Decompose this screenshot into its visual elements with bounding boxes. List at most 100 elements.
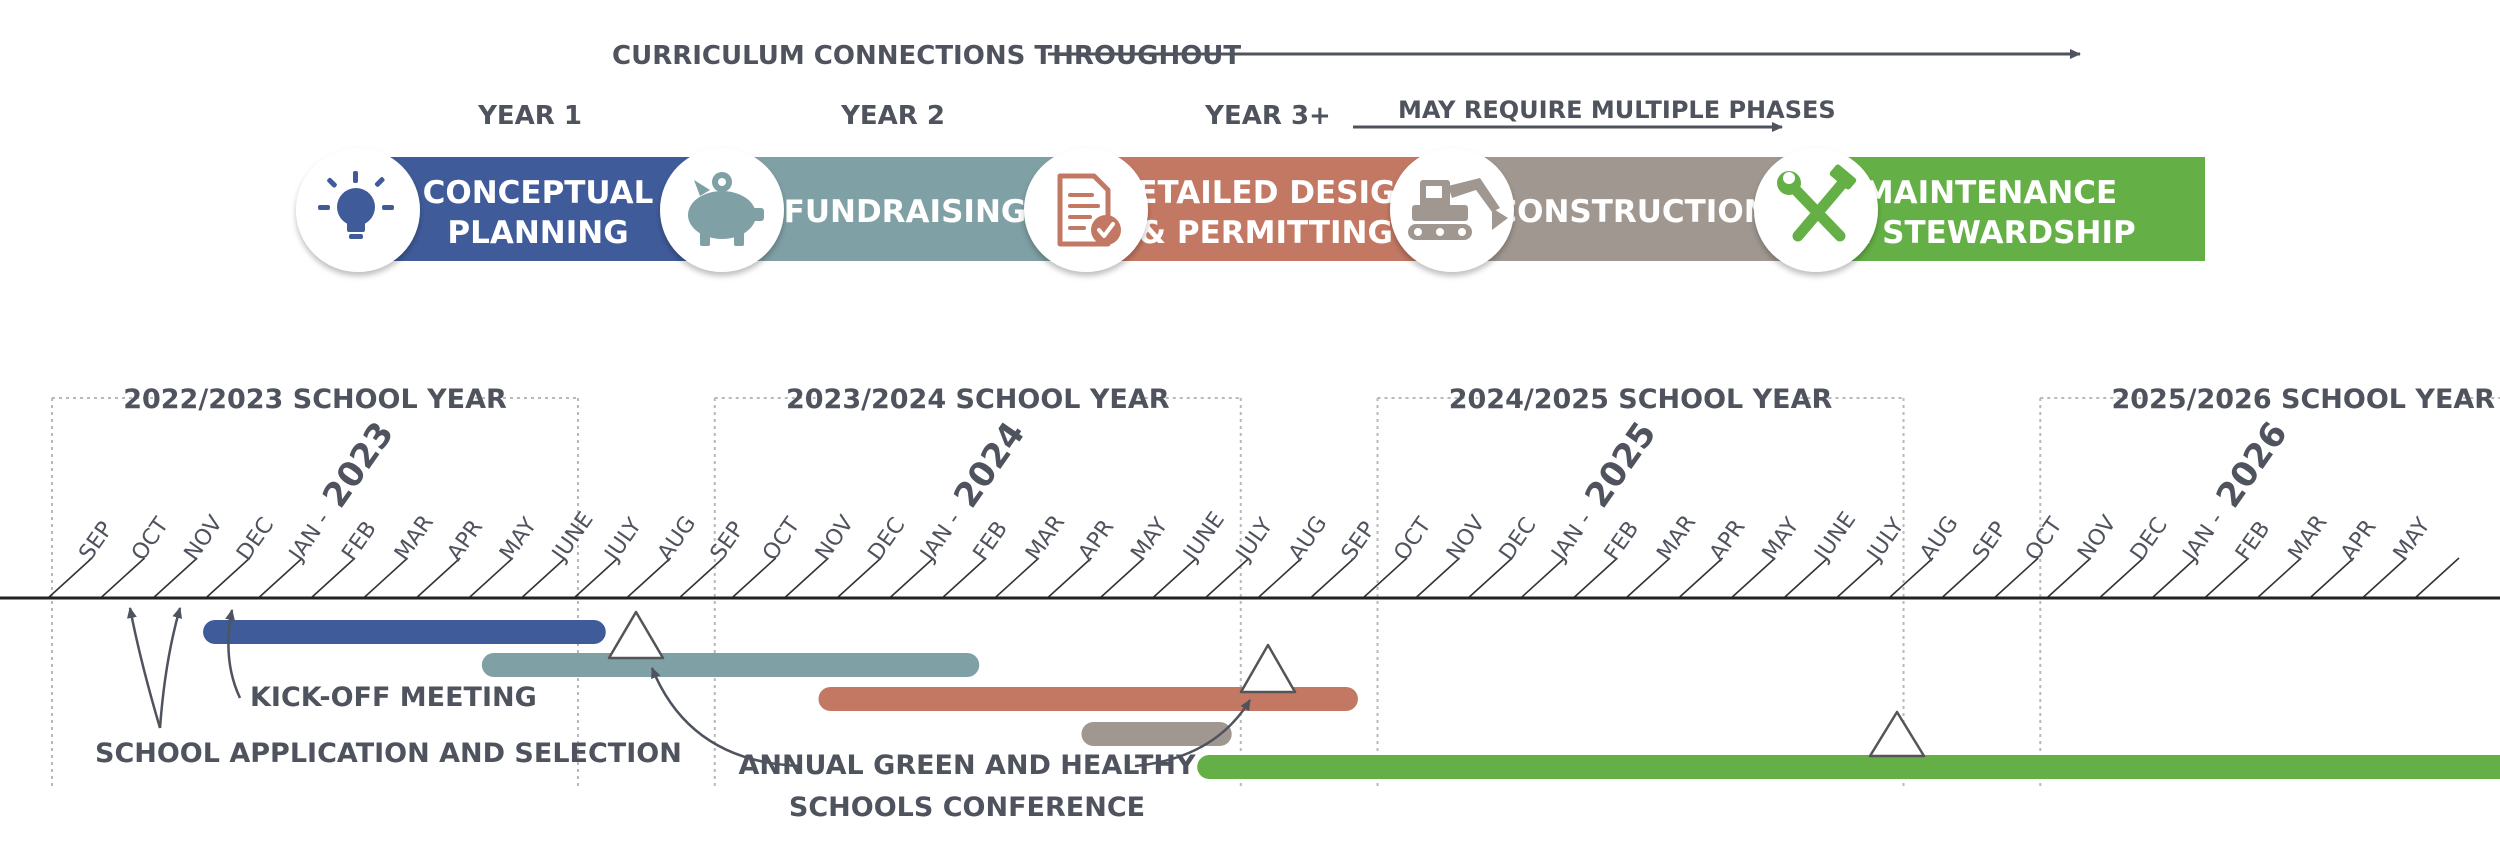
month-tick	[520, 557, 566, 599]
month-label: FEB	[1600, 517, 1644, 565]
month-tick	[1046, 557, 1092, 599]
month-tick	[626, 557, 672, 599]
document-check-icon	[1024, 148, 1148, 272]
month-tick	[1993, 557, 2039, 599]
year1-label: YEAR 1	[477, 101, 582, 131]
month-label: OCT	[1389, 513, 1436, 566]
month-label: NOV	[811, 511, 859, 565]
month-tick	[1678, 557, 1724, 599]
month-tick	[1941, 557, 1987, 599]
school-year-label: 2024/2025 SCHOOL YEAR	[1449, 384, 1833, 415]
month-label: JUNE	[547, 508, 599, 567]
school-year-label: 2025/2026 SCHOOL YEAR	[2111, 384, 2495, 415]
month-label: APR	[443, 515, 488, 565]
phase-label-design-2: & PERMITTING	[1139, 215, 1393, 251]
month-label: MAR	[1652, 511, 1701, 566]
month-tick	[257, 557, 303, 599]
month-label: FEB	[2231, 517, 2275, 565]
phase-label-planning-1: CONCEPTUAL	[423, 175, 654, 211]
conference-arrow-2	[1134, 699, 1252, 768]
month-labels: SEP OCT NOV DEC JAN - FEB MAR APR MAY JUNE JULY AUG…	[74, 508, 2435, 567]
month-label: JAN -	[284, 508, 336, 567]
curriculum-label: CURRICULUM CONNECTIONS THROUGHOUT	[612, 41, 1241, 71]
month-label: OCT	[758, 513, 805, 566]
school-app-arrow-1	[126, 607, 162, 729]
month-tick	[1204, 557, 1250, 599]
month-label: AUG	[1284, 512, 1332, 566]
month-tick	[1257, 557, 1303, 599]
month-label: SEP	[1337, 517, 1381, 565]
month-tick	[415, 557, 461, 599]
month-tick	[100, 557, 146, 599]
month-tick	[47, 557, 93, 599]
month-tick	[2256, 557, 2302, 599]
school-app-label: SCHOOL APPLICATION AND SELECTION	[95, 738, 682, 769]
year-labels: 2023 2024 2025 2026	[315, 415, 2296, 515]
month-label: MAY	[2389, 513, 2436, 565]
milestone-triangle	[607, 610, 665, 660]
month-tick	[1520, 557, 1566, 599]
month-tick	[1415, 557, 1461, 599]
month-tick	[994, 557, 1040, 599]
month-tick	[941, 557, 987, 599]
month-label: JULY	[599, 513, 647, 567]
milestone-triangle	[1868, 710, 1926, 758]
kickoff-label: KICK-OFF MEETING	[250, 682, 537, 713]
month-tick	[2046, 557, 2092, 599]
kickoff-arrow	[225, 609, 242, 699]
school-app-arrow-2	[158, 607, 183, 729]
gantt-bars	[203, 620, 2500, 779]
phase-label-fundraising: FUNDRAISING	[784, 194, 1027, 230]
excavator-icon	[1390, 148, 1514, 272]
phase-label-maintenance-2: & STEWARDSHIP	[1844, 215, 2135, 251]
month-label: DEC	[232, 513, 279, 565]
conference-label-2: SCHOOLS CONFERENCE	[789, 792, 1145, 823]
month-label: MAR	[390, 511, 439, 566]
month-tick	[1572, 557, 1618, 599]
month-tick	[1625, 557, 1671, 599]
year3-label: YEAR 3+	[1204, 101, 1331, 131]
month-tick	[1888, 557, 1934, 599]
month-label: MAY	[1758, 513, 1805, 565]
month-tick	[2361, 557, 2407, 599]
month-label: APR	[1074, 515, 1119, 565]
lightbulb-icon	[296, 148, 420, 272]
year-number-label: 2025	[1577, 415, 1664, 515]
month-tick	[1783, 557, 1829, 599]
month-label: MAY	[1126, 513, 1173, 565]
year-number-label: 2024	[946, 415, 1033, 515]
month-label: DEC	[863, 513, 910, 565]
month-label: JULY	[1230, 513, 1278, 567]
month-tick	[2098, 557, 2144, 599]
milestone-triangle	[1239, 643, 1297, 694]
phase-label-design-1: DETAILED DESIGN	[1111, 175, 1422, 211]
month-label: MAR	[1021, 511, 1070, 566]
school-year-label: 2023/2024 SCHOOL YEAR	[786, 384, 1170, 415]
conference-arrow-1	[650, 667, 801, 768]
month-tick	[2204, 557, 2250, 599]
month-tick	[468, 557, 514, 599]
month-label: NOV	[1442, 511, 1490, 565]
month-label: JUNE	[1809, 508, 1861, 567]
month-label: FEB	[969, 517, 1013, 565]
month-label: SEP	[74, 517, 118, 565]
month-tick	[1467, 557, 1513, 599]
conference-label-1: ANNUAL GREEN AND HEALTHY	[738, 750, 1196, 781]
month-tick	[310, 557, 356, 599]
month-label: NOV	[180, 511, 228, 565]
month-label: JUNE	[1178, 508, 1230, 567]
month-tick	[205, 557, 251, 599]
month-tick	[1099, 557, 1145, 599]
month-label: APR	[1705, 515, 1750, 565]
month-tick	[1730, 557, 1776, 599]
milestones	[607, 610, 1926, 758]
month-label: AUG	[1915, 512, 1963, 566]
month-tick	[573, 557, 619, 599]
month-tick	[678, 557, 724, 599]
piggy-bank-icon	[660, 148, 784, 272]
month-label: AUG	[653, 512, 701, 566]
month-tick	[889, 557, 935, 599]
month-label: FEB	[337, 517, 381, 565]
month-label: DEC	[2126, 513, 2173, 565]
